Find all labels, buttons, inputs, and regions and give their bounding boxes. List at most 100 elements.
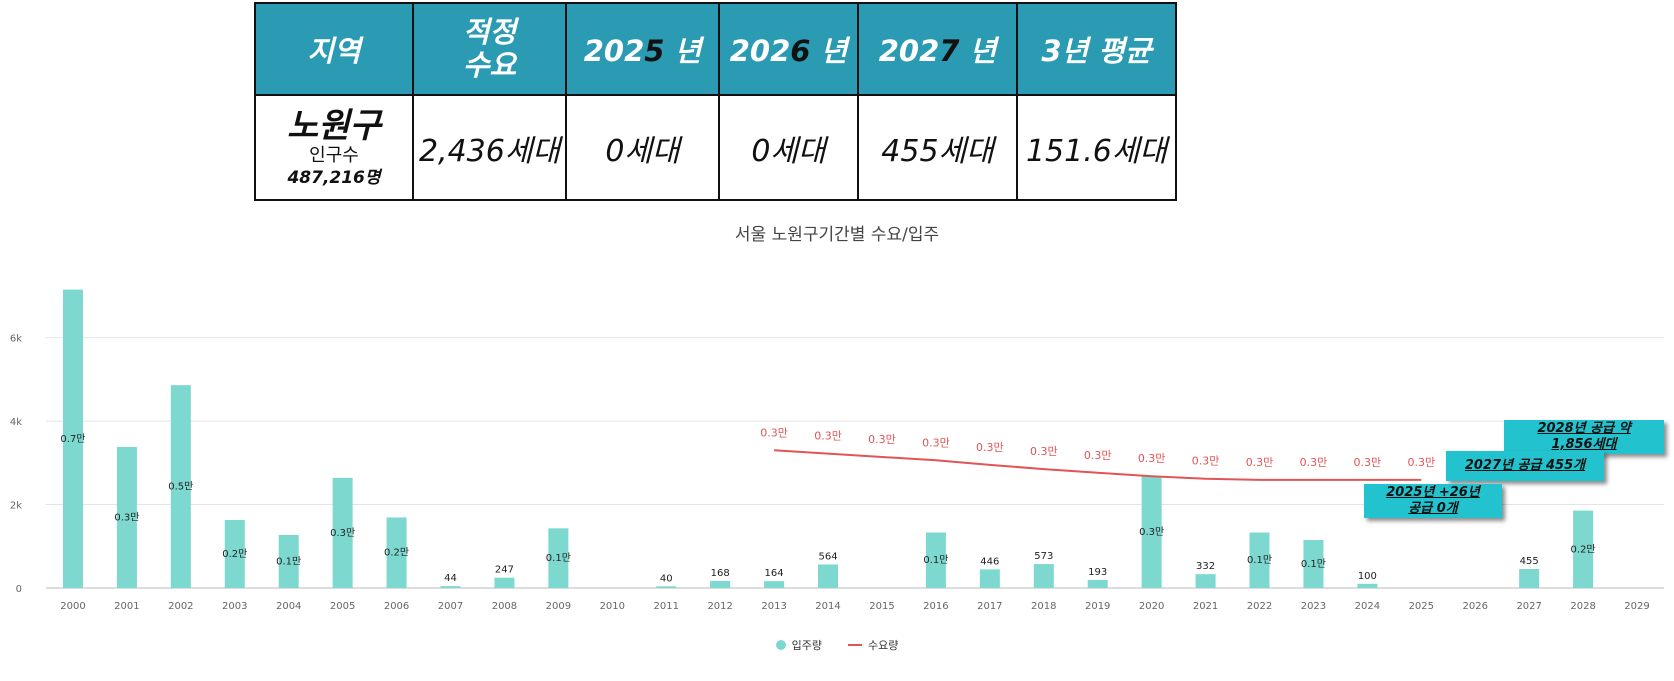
bar: [548, 528, 569, 588]
demand-point-label: 0.3만: [1192, 455, 1220, 468]
bar-label: 0.2만: [1571, 543, 1596, 555]
x-tick-label: 2019: [1085, 601, 1110, 612]
cell-3yr-avg: 151.6세대: [1016, 94, 1177, 201]
header-3yr-avg: 3년 평균: [1016, 2, 1177, 96]
bar-label: 0.3만: [114, 511, 139, 523]
bar: [1573, 510, 1594, 588]
chart-legend: 입주량 수요량: [0, 637, 1674, 653]
y-tick-label: 0: [16, 584, 22, 595]
bar-label: 0.3만: [330, 527, 355, 539]
x-tick-label: 2021: [1193, 601, 1218, 612]
x-tick-label: 2015: [869, 601, 894, 612]
x-tick-label: 2012: [707, 601, 732, 612]
table-header-row: 지역 적정 수요 2025 년 2026 년 2027 년 3년 평균: [254, 2, 1177, 96]
bar: [1519, 569, 1540, 588]
x-tick-label: 2001: [114, 601, 139, 612]
y-tick-label: 4k: [10, 417, 22, 428]
x-tick-label: 2024: [1355, 601, 1380, 612]
legend-supply-label: 입주량: [791, 639, 822, 652]
demand-point-label: 0.3만: [922, 436, 950, 449]
bar: [62, 289, 83, 588]
bar-label: 332: [1196, 561, 1215, 572]
demand-point-label: 0.3만: [814, 430, 842, 443]
legend-supply-marker: [775, 640, 786, 650]
bar-label: 100: [1358, 571, 1377, 582]
x-tick-label: 2023: [1301, 601, 1326, 612]
x-tick-label: 2022: [1247, 601, 1272, 612]
bar-label: 193: [1088, 567, 1107, 578]
x-tick-label: 2018: [1031, 601, 1056, 612]
bar-label: 0.2만: [384, 547, 409, 559]
demand-point-label: 0.3만: [1300, 456, 1328, 469]
bar: [1249, 532, 1270, 588]
cell-2025: 0세대: [565, 94, 720, 201]
x-tick-label: 2011: [654, 601, 679, 612]
demand-point-label: 0.3만: [1246, 456, 1274, 469]
bar: [979, 569, 1000, 588]
demand-point-label: 0.3만: [1407, 456, 1435, 469]
x-tick-label: 2010: [600, 601, 625, 612]
cell-2027: 455세대: [857, 94, 1018, 201]
bar: [494, 577, 515, 588]
bar-label: 446: [980, 556, 999, 567]
bar-label: 164: [765, 568, 784, 579]
x-tick-label: 2025: [1409, 601, 1434, 612]
bar: [440, 586, 461, 588]
x-tick-label: 2002: [168, 601, 193, 612]
x-tick-label: 2027: [1516, 601, 1541, 612]
demand-point-label: 0.3만: [760, 426, 788, 439]
x-tick-label: 2007: [438, 601, 463, 612]
legend-item-demand[interactable]: 수요량: [848, 637, 898, 653]
bar: [764, 581, 785, 588]
header-region: 지역: [254, 2, 414, 96]
table-data-row: 노원구 인구수 487,216명 2,436세대 0세대 0세대 455세대 1…: [254, 94, 1177, 201]
bar-label: 0.1만: [1301, 558, 1326, 570]
x-tick-label: 2013: [761, 601, 786, 612]
x-tick-label: 2005: [330, 601, 355, 612]
x-tick-label: 2008: [492, 601, 517, 612]
bar: [170, 385, 191, 588]
callout-2025-2026-supply: 2025년 +26년 공급 0개: [1364, 484, 1502, 518]
x-tick-label: 2026: [1463, 601, 1488, 612]
bar-label: 168: [711, 568, 730, 579]
y-tick-label: 2k: [10, 501, 22, 512]
x-tick-label: 2020: [1139, 601, 1164, 612]
summary-table: 지역 적정 수요 2025 년 2026 년 2027 년 3년 평균 노원구 인…: [254, 2, 1177, 201]
x-tick-label: 2003: [222, 601, 247, 612]
callout-2027-supply: 2027년 공급 455개: [1446, 451, 1604, 481]
demand-point-label: 0.3만: [868, 433, 896, 446]
cell-demand: 2,436세대: [412, 94, 567, 201]
bar: [1033, 564, 1054, 588]
legend-demand-label: 수요량: [868, 639, 899, 652]
bar-label: 0.7만: [60, 433, 85, 445]
bar: [1087, 579, 1108, 588]
bar: [1303, 540, 1324, 588]
region-population: 487,216명: [287, 167, 381, 188]
bar-label: 0.1만: [1247, 554, 1272, 566]
bar: [925, 532, 946, 588]
bar: [1357, 583, 1378, 588]
x-tick-label: 2004: [276, 601, 301, 612]
demand-point-label: 0.3만: [1030, 445, 1058, 458]
bar-label: 0.2만: [222, 548, 247, 560]
demand-point-label: 0.3만: [1084, 449, 1112, 462]
chart-title: 서울 노원구기간별 수요/입주: [734, 225, 940, 245]
legend-item-supply[interactable]: 입주량: [775, 637, 822, 653]
bar: [278, 534, 299, 588]
bar: [332, 477, 353, 588]
bar-label: 564: [818, 551, 837, 562]
region-population-label: 인구수: [309, 144, 359, 166]
callout-2028-supply: 2028년 공급 약 1,856세대: [1504, 420, 1664, 454]
x-tick-label: 2009: [546, 601, 571, 612]
bar-label: 455: [1520, 556, 1539, 567]
bar: [1195, 574, 1216, 588]
bar: [386, 517, 407, 588]
header-2027: 2027 년: [857, 2, 1018, 96]
bar: [710, 580, 731, 588]
demand-series-line: [774, 449, 1422, 481]
demand-point-label: 0.3만: [1138, 452, 1166, 465]
bar-label: 0.1만: [276, 555, 301, 567]
bar-label: 0.3만: [1139, 526, 1164, 538]
cell-2026: 0세대: [718, 94, 859, 201]
